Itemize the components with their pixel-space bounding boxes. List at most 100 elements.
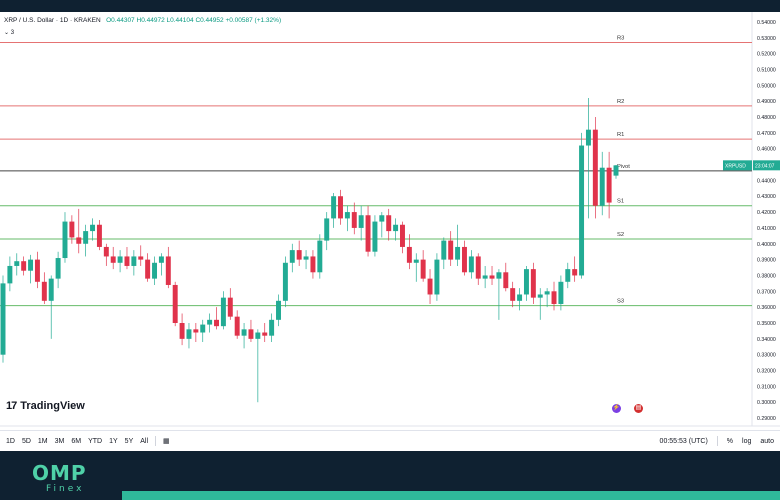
auto-toggle[interactable]: auto (760, 437, 774, 445)
price-tag-countdown: 23:04:07 (755, 163, 775, 169)
candle-body (269, 319, 275, 336)
candle-body (489, 275, 495, 279)
candle-body (558, 281, 564, 304)
percent-toggle[interactable]: % (726, 437, 734, 445)
candle-body (200, 324, 206, 333)
y-tick-label: 0.39000 (757, 258, 776, 264)
y-tick-label: 0.53000 (757, 36, 776, 42)
candle-body (186, 329, 192, 339)
chart-area[interactable]: 0.29000 0.30000 0.31000 0.32000 0.33000 0.340… (0, 12, 780, 444)
calendar-icon[interactable]: ▦ (163, 438, 170, 445)
candle-body (324, 218, 330, 241)
candle-body (613, 165, 619, 176)
candle-body (585, 129, 591, 146)
candle-body (379, 215, 385, 222)
indicators-toggle[interactable]: ⌄ 3 (4, 29, 14, 36)
legend-close: 0.44952 (200, 17, 224, 24)
candle-body (103, 246, 109, 257)
divider (716, 436, 718, 446)
candle-body (55, 258, 61, 279)
indicator-count: 3 (10, 30, 15, 36)
candle-body (351, 212, 357, 228)
top-bar (0, 0, 780, 12)
y-tick-label: 0.50000 (757, 83, 776, 89)
tv-logo-text: TradingView (20, 400, 85, 412)
utc-clock[interactable]: 00:55:53 (UTC) (659, 437, 708, 445)
legend-change: +0.00587 (+1.32%) (225, 17, 282, 24)
candle-body (592, 129, 598, 206)
candle-body (551, 291, 557, 304)
range-1y[interactable]: 1Y (109, 437, 118, 445)
chevron-down-icon: ⌄ (4, 30, 10, 36)
candle-body (303, 256, 309, 260)
omp-logo: OMP (32, 461, 87, 485)
price-tag-symbol-bg (723, 160, 752, 171)
candle-body (544, 291, 550, 295)
candle-body (241, 329, 247, 336)
candle-body (344, 212, 350, 219)
finex-logo: Finex (46, 484, 85, 494)
candle-body (365, 215, 371, 252)
y-tick-label: 0.43000 (757, 194, 776, 200)
candle-body (606, 167, 612, 203)
level-label: S2 (617, 232, 624, 238)
candle-body (565, 269, 571, 282)
candle-body (172, 284, 178, 323)
candle-body (179, 323, 185, 339)
candle-body (262, 332, 268, 336)
candle-body (310, 256, 316, 273)
log-toggle[interactable]: log (742, 437, 752, 445)
candle-body (338, 196, 343, 219)
level-label: S1 (617, 199, 624, 205)
candle-body (406, 246, 412, 263)
range-all[interactable]: All (140, 437, 149, 445)
y-tick-label: 0.47000 (757, 131, 776, 137)
legend-open: 0.44307 (111, 17, 135, 24)
tradingview-logo[interactable]: 17 TradingView (6, 400, 85, 412)
symbol-legend: XRP / U.S. Dollar · 1D · KRAKEN O0.44307… (4, 17, 281, 24)
range-3m[interactable]: 3M (54, 437, 65, 445)
y-tick-label: 0.33000 (757, 353, 776, 359)
candle-body (21, 261, 27, 271)
candle-body (255, 332, 261, 339)
range-5d[interactable]: 5D (21, 437, 31, 445)
level-label: R2 (617, 99, 624, 105)
candle-body (193, 329, 199, 333)
range-ytd[interactable]: YTD (88, 437, 103, 445)
candle-body (296, 250, 302, 260)
candle-body (282, 262, 288, 301)
candle-body (510, 288, 516, 301)
y-tick-label: 0.32000 (757, 369, 776, 375)
y-tick-label: 0.38000 (757, 273, 776, 279)
y-tick-label: 0.44000 (757, 178, 776, 184)
y-tick-label: 0.40000 (757, 242, 776, 248)
y-tick-label: 0.49000 (757, 99, 776, 105)
us-flag-icon[interactable]: ▤ (634, 404, 643, 413)
candle-body (48, 278, 54, 301)
y-tick-label: 0.46000 (757, 147, 776, 153)
range-6m[interactable]: 6M (71, 437, 82, 445)
price-tag-symbol: XRPUSD (725, 163, 746, 169)
price-tag-bg (753, 160, 780, 171)
lightning-icon[interactable]: ⚡ (612, 404, 621, 413)
candle-body (400, 224, 405, 247)
range-5y[interactable]: 5Y (124, 437, 134, 445)
candle-body (14, 261, 20, 266)
range-1d[interactable]: 1D (6, 437, 15, 445)
candle-body (413, 259, 419, 263)
candle-body (0, 283, 6, 355)
range-1m[interactable]: 1M (37, 437, 48, 445)
candle-body (537, 294, 543, 298)
candle-body (496, 272, 502, 279)
y-tick-label: 0.42000 (757, 210, 776, 216)
legend-h-label: H (136, 17, 142, 24)
tv-logo-icon: 17 (6, 400, 17, 412)
price-chart[interactable]: 0.29000 0.30000 0.31000 0.32000 0.33000 0.340… (0, 12, 780, 444)
y-tick-label: 0.31000 (757, 384, 776, 390)
candle-body (358, 215, 364, 228)
range-selector: 1D 5D 1M 3M 6M YTD 1Y 5Y All ▦ (6, 436, 170, 446)
candle-body (124, 256, 130, 266)
y-tick-label: 0.30000 (757, 400, 776, 406)
candle-body (248, 329, 254, 339)
y-tick-label: 0.51000 (757, 67, 776, 73)
